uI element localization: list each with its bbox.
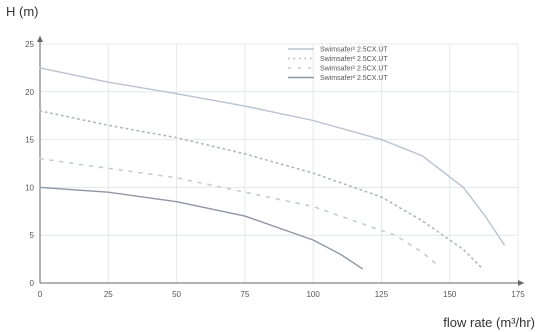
legend-label: Swimsafer² 2.5CX.UT bbox=[320, 75, 388, 82]
y-axis-arrow-icon bbox=[37, 36, 43, 42]
x-tick-label: 100 bbox=[306, 290, 320, 299]
x-tick-label: 150 bbox=[443, 290, 457, 299]
x-tick-label: 125 bbox=[375, 290, 389, 299]
series-line-2 bbox=[39, 110, 484, 270]
y-tick-label: 25 bbox=[25, 40, 34, 49]
x-tick-label: 0 bbox=[38, 290, 43, 299]
series-line-3 bbox=[39, 157, 437, 265]
legend-label: Swimsafer² 2.5CX.UT bbox=[320, 56, 388, 63]
y-axis-title: H (m) bbox=[6, 4, 39, 19]
y-tick-label: 20 bbox=[25, 88, 34, 97]
x-tick-label: 50 bbox=[172, 290, 181, 299]
y-tick-label: 15 bbox=[25, 136, 34, 145]
y-tick-label: 5 bbox=[30, 231, 35, 240]
y-tick-label: 10 bbox=[25, 183, 34, 192]
legend-label: Swimsafer² 2.5CX.UT bbox=[320, 66, 388, 73]
x-tick-label: 175 bbox=[511, 290, 525, 299]
x-tick-label: 25 bbox=[104, 290, 113, 299]
legend: Swimsafer² 2.5CX.UT Swimsafer² 2.5CX.UT Sw… bbox=[288, 47, 388, 82]
series-group bbox=[39, 67, 505, 270]
x-axis-arrow-icon bbox=[518, 280, 524, 286]
legend-label: Swimsafer² 2.5CX.UT bbox=[320, 47, 388, 54]
series-line-1 bbox=[39, 67, 505, 246]
series-line-4 bbox=[39, 186, 363, 270]
x-axis-title: flow rate (m³/hr) bbox=[443, 315, 535, 330]
y-tick-label: 0 bbox=[30, 279, 35, 288]
x-tick-label: 75 bbox=[240, 290, 249, 299]
grid bbox=[40, 43, 519, 283]
